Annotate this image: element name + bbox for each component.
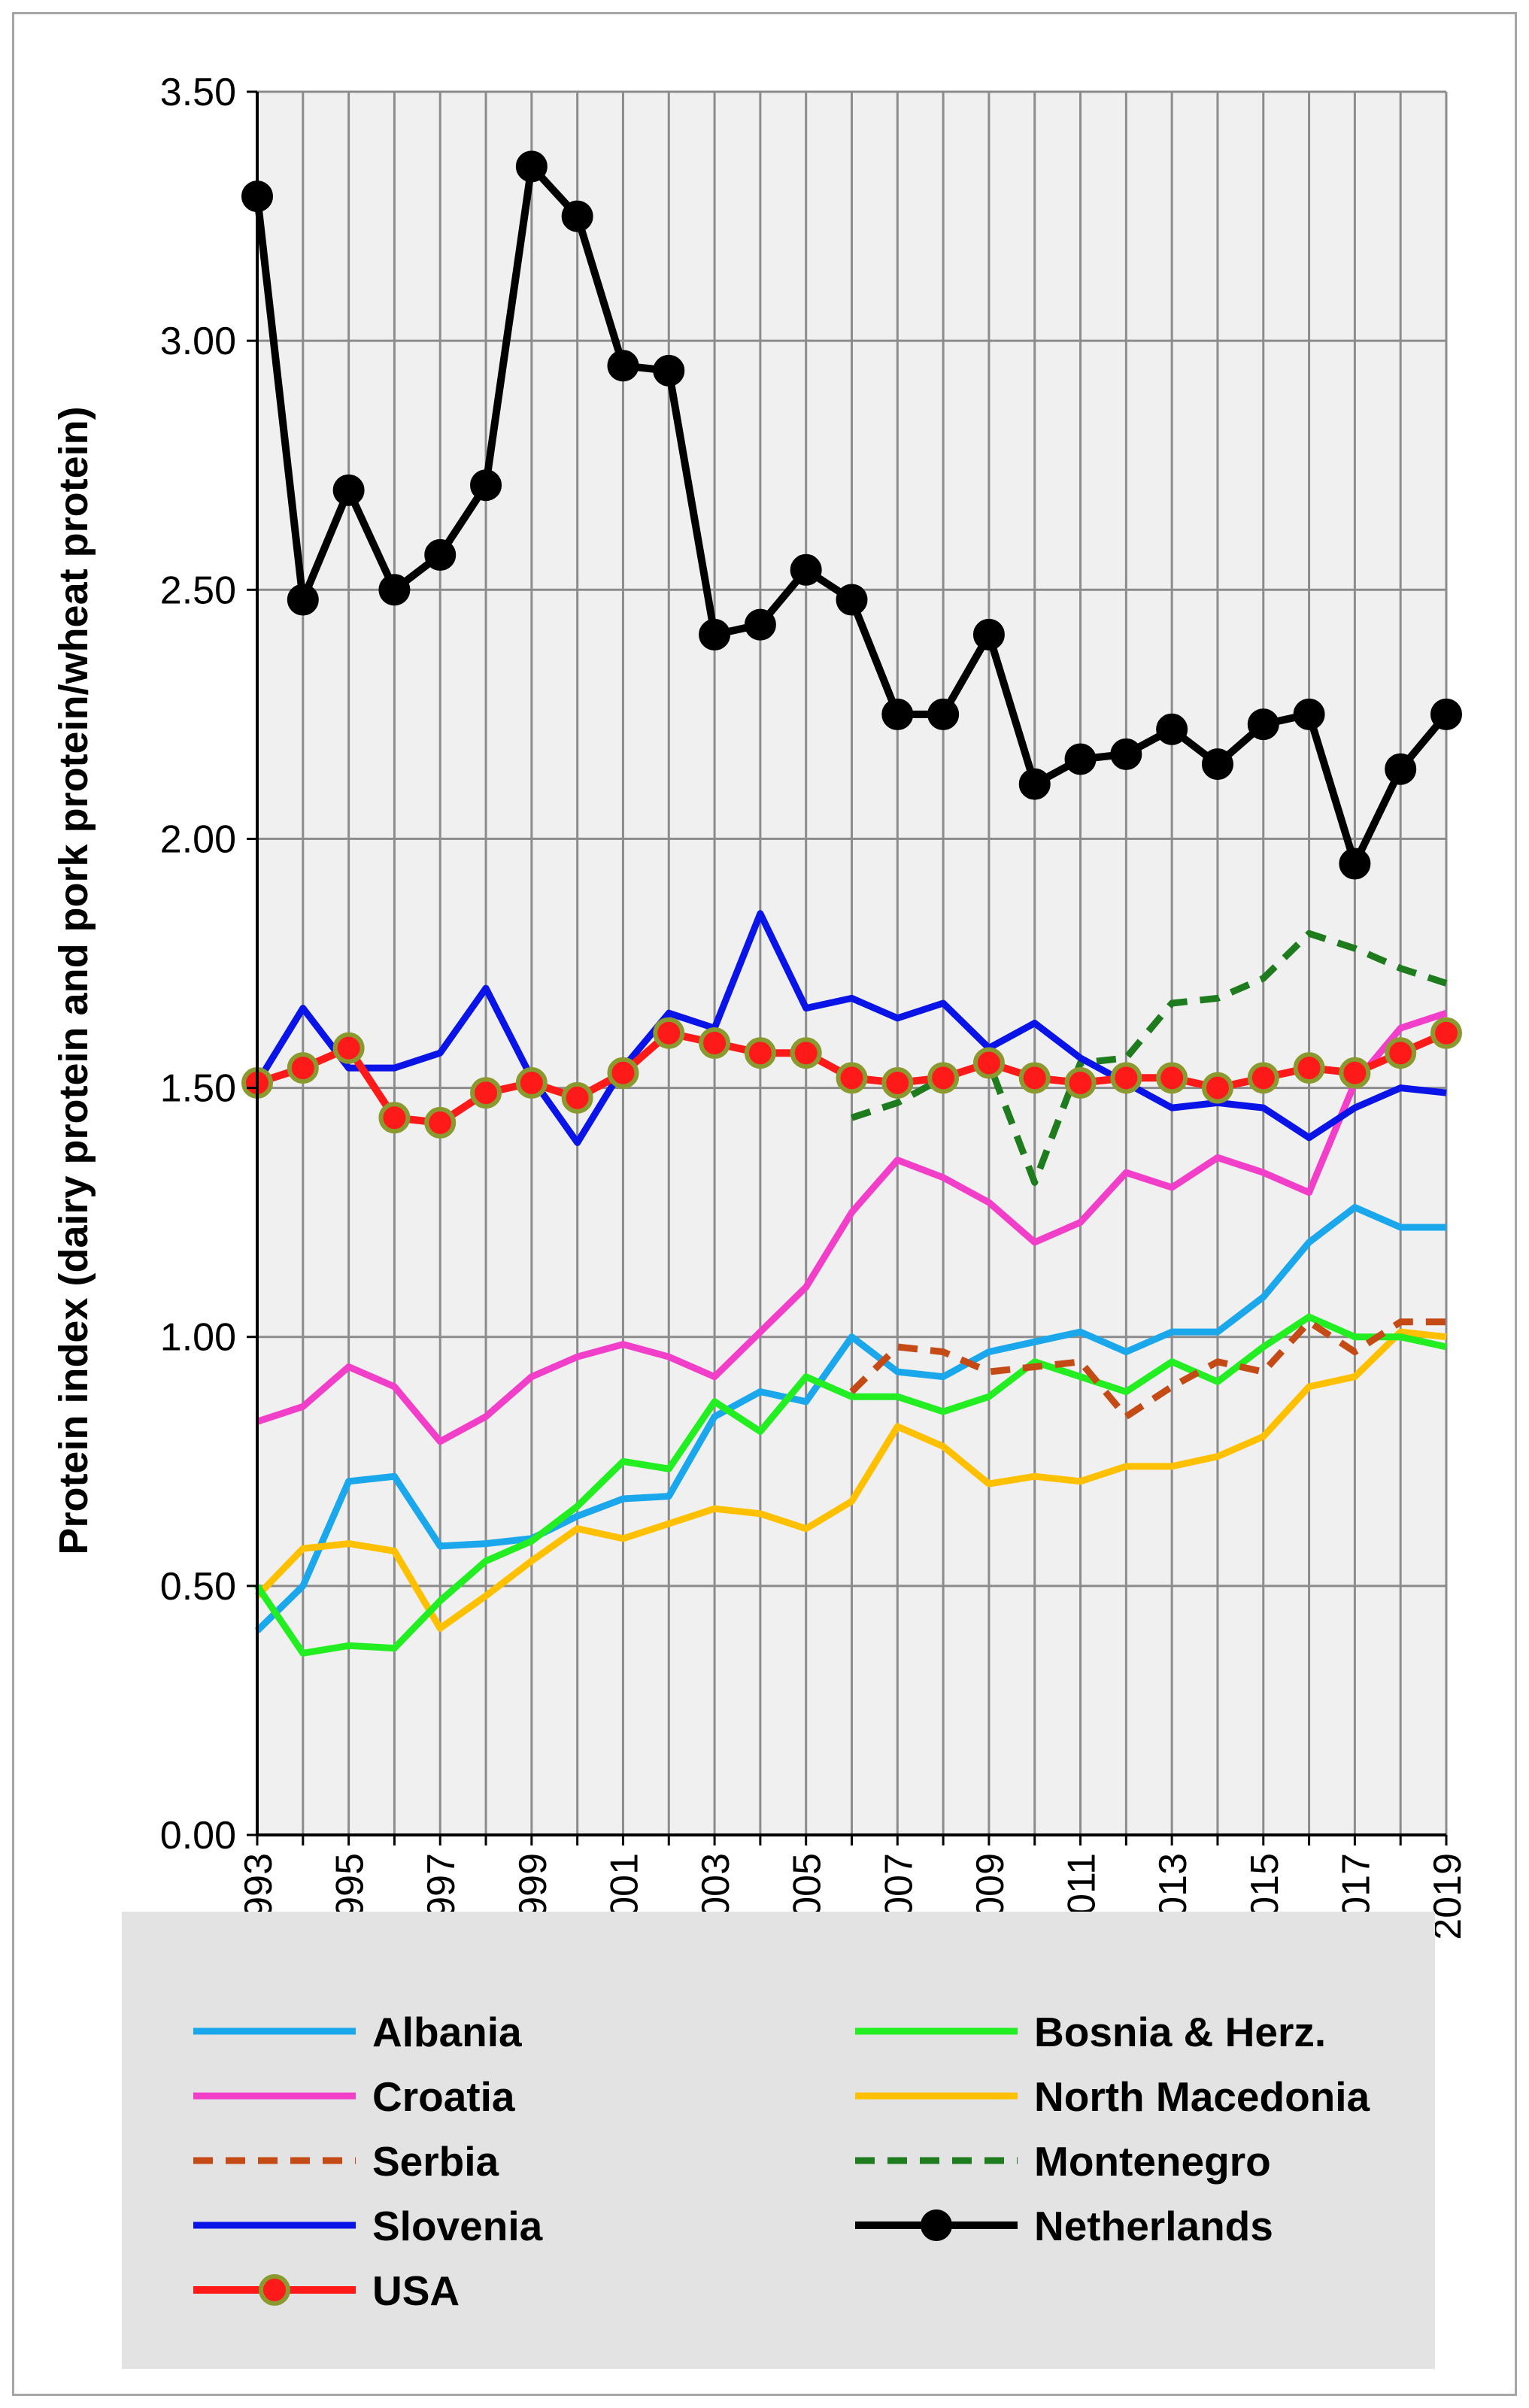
point-netherlands-1999 bbox=[515, 150, 548, 183]
point-netherlands-2018 bbox=[1385, 753, 1417, 785]
legend-item-slovenia: Slovenia bbox=[193, 2203, 543, 2249]
point-usa-2008 bbox=[927, 1062, 960, 1094]
legend-item-bosnia-and-herz: Bosnia & Herz. bbox=[855, 2009, 1326, 2055]
point-usa-2014 bbox=[1201, 1072, 1233, 1104]
point-usa-2019 bbox=[1430, 1017, 1462, 1049]
point-usa-1995 bbox=[332, 1032, 365, 1064]
point-netherlands-2014 bbox=[1201, 748, 1233, 781]
legend-label-albania: Albania bbox=[372, 2009, 522, 2055]
legend-label-slovenia: Slovenia bbox=[372, 2203, 543, 2249]
legend-label-serbia: Serbia bbox=[372, 2138, 499, 2185]
point-netherlands-2009 bbox=[972, 618, 1005, 651]
point-netherlands-2000 bbox=[561, 200, 593, 232]
point-netherlands-2016 bbox=[1293, 698, 1325, 730]
point-netherlands-2008 bbox=[927, 698, 960, 730]
point-usa-2005 bbox=[790, 1037, 822, 1069]
point-usa-2011 bbox=[1064, 1066, 1097, 1099]
y-tick-label: 1.00 bbox=[160, 1316, 236, 1360]
point-usa-2013 bbox=[1156, 1062, 1188, 1094]
legend-label-croatia: Croatia bbox=[372, 2073, 515, 2120]
point-netherlands-2007 bbox=[881, 698, 914, 730]
point-usa-2002 bbox=[653, 1017, 685, 1049]
y-tick-label: 3.50 bbox=[160, 71, 236, 114]
point-usa-2004 bbox=[744, 1037, 776, 1069]
point-usa-2015 bbox=[1247, 1062, 1279, 1094]
point-netherlands-1997 bbox=[424, 538, 457, 571]
point-usa-2016 bbox=[1293, 1052, 1325, 1084]
legend-label-bosnia-and-herz: Bosnia & Herz. bbox=[1034, 2009, 1326, 2055]
y-tick-label: 0.50 bbox=[160, 1565, 236, 1609]
legend-label-montenegro: Montenegro bbox=[1034, 2138, 1271, 2185]
point-netherlands-2004 bbox=[744, 608, 776, 641]
legend-item-croatia: Croatia bbox=[193, 2073, 515, 2120]
legend-item-serbia: Serbia bbox=[193, 2138, 499, 2185]
y-tick-label: 2.00 bbox=[160, 817, 236, 861]
point-netherlands-2012 bbox=[1110, 738, 1142, 770]
legend-label-north-macedonia: North Macedonia bbox=[1034, 2073, 1370, 2120]
y-tick-label: 3.00 bbox=[160, 320, 236, 363]
point-usa-2009 bbox=[972, 1047, 1005, 1079]
legend-marker-netherlands bbox=[921, 2209, 952, 2241]
point-netherlands-1995 bbox=[332, 474, 365, 506]
point-usa-2001 bbox=[607, 1057, 639, 1089]
point-usa-1997 bbox=[424, 1106, 457, 1139]
legend-item-north-macedonia: North Macedonia bbox=[855, 2073, 1370, 2120]
legend-item-montenegro: Montenegro bbox=[855, 2138, 1271, 2185]
point-usa-2017 bbox=[1339, 1057, 1371, 1089]
series-line-croatia bbox=[256, 1009, 1448, 1445]
point-usa-1996 bbox=[378, 1102, 411, 1134]
point-usa-1994 bbox=[287, 1052, 319, 1084]
y-tick-label: 2.50 bbox=[160, 569, 236, 612]
point-netherlands-2019 bbox=[1430, 698, 1462, 730]
y-tick-label: 0.00 bbox=[160, 1814, 236, 1858]
legend-label-netherlands: Netherlands bbox=[1034, 2203, 1273, 2249]
point-usa-2018 bbox=[1385, 1037, 1417, 1069]
y-tick-label: 1.50 bbox=[160, 1067, 236, 1111]
point-netherlands-2017 bbox=[1339, 848, 1371, 880]
point-usa-2006 bbox=[836, 1062, 868, 1094]
point-usa-2007 bbox=[881, 1066, 914, 1099]
point-netherlands-2013 bbox=[1156, 713, 1188, 745]
legend-item-albania: Albania bbox=[193, 2009, 522, 2055]
point-netherlands-2003 bbox=[699, 618, 731, 651]
marker-layer bbox=[241, 150, 1462, 1139]
point-netherlands-2010 bbox=[1018, 768, 1051, 800]
point-netherlands-2015 bbox=[1247, 708, 1279, 741]
series-line-albania bbox=[254, 1204, 1446, 1633]
series-line-north-macedonia bbox=[254, 1328, 1447, 1632]
y-axis-label: Protein index (dairy protein and pork pr… bbox=[51, 406, 96, 1554]
point-netherlands-2006 bbox=[836, 584, 868, 616]
point-netherlands-2005 bbox=[790, 553, 822, 586]
point-netherlands-2011 bbox=[1064, 743, 1097, 775]
point-usa-2010 bbox=[1018, 1062, 1051, 1094]
series-line-serbia bbox=[849, 1318, 1446, 1421]
point-usa-2012 bbox=[1110, 1062, 1142, 1094]
point-netherlands-1996 bbox=[378, 574, 411, 606]
legend-marker-usa bbox=[259, 2274, 290, 2306]
series-line-bosnia-and-herz bbox=[254, 1313, 1447, 1657]
point-netherlands-1994 bbox=[287, 584, 319, 616]
legend-item-netherlands: Netherlands bbox=[855, 2203, 1273, 2249]
point-netherlands-2001 bbox=[607, 350, 639, 382]
point-usa-1999 bbox=[515, 1066, 548, 1099]
point-netherlands-2002 bbox=[653, 354, 685, 387]
point-netherlands-1998 bbox=[470, 469, 502, 502]
legend-label-usa: USA bbox=[372, 2267, 460, 2314]
legend-item-usa: USA bbox=[193, 2267, 460, 2314]
chart-frame: 0.00 0.50 1.00 1.50 2.00 2.50 3.00 3.50 1993 1995… bbox=[12, 12, 1517, 2396]
point-usa-1998 bbox=[470, 1077, 502, 1109]
series-line-slovenia bbox=[254, 910, 1447, 1146]
legend-items: Albania Bosnia & Herz. Croatia North Macedo… bbox=[193, 2009, 1370, 2314]
point-usa-2000 bbox=[561, 1081, 593, 1114]
point-usa-2003 bbox=[699, 1027, 731, 1059]
